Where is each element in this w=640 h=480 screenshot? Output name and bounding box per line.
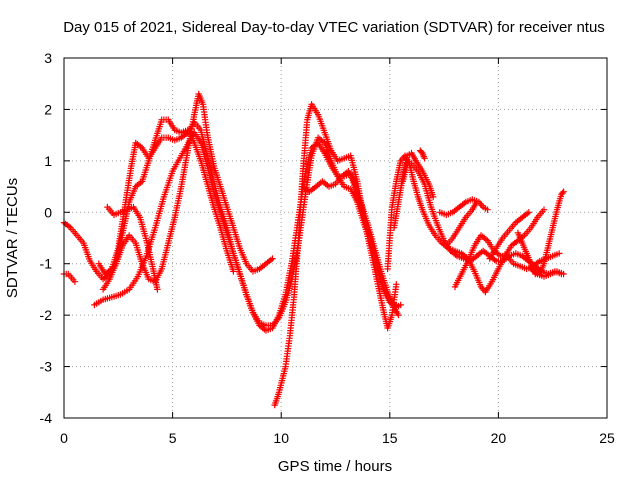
y-tick-label: 0 xyxy=(44,204,52,220)
x-tick-label: 15 xyxy=(382,430,398,446)
data-track xyxy=(299,167,402,319)
y-tick-label: -3 xyxy=(40,359,53,375)
data-point-markers xyxy=(486,209,532,262)
data-point-markers xyxy=(384,152,548,296)
data-point-markers xyxy=(271,101,400,409)
x-tick-label: 25 xyxy=(599,430,615,446)
x-tick-label: 20 xyxy=(491,430,507,446)
y-axis: -4 -3 -2 -1 0 1 2 3 xyxy=(40,50,607,426)
data-point-markers xyxy=(436,196,491,219)
data-point-markers xyxy=(443,198,480,249)
x-axis-label: GPS time / hours xyxy=(278,458,392,475)
y-tick-label: -4 xyxy=(40,410,53,426)
plot-frame xyxy=(63,57,608,419)
y-tick-label: -1 xyxy=(40,256,53,272)
data-markers xyxy=(60,90,567,409)
data-track xyxy=(390,149,437,231)
data-point-markers xyxy=(299,167,402,319)
data-point-markers xyxy=(399,160,565,278)
data-point-markers xyxy=(417,147,428,162)
y-tick-label: -2 xyxy=(40,307,53,323)
data-point-markers xyxy=(99,116,237,293)
data-track xyxy=(399,160,565,278)
data-track xyxy=(443,198,480,249)
y-tick-label: 1 xyxy=(44,153,52,169)
data-track xyxy=(486,209,532,262)
data-track xyxy=(271,101,400,409)
data-track xyxy=(384,152,548,296)
data-point-markers xyxy=(390,149,437,231)
x-tick-label: 0 xyxy=(60,430,68,446)
data-track xyxy=(436,196,491,219)
y-tick-label: 2 xyxy=(44,101,52,117)
data-point-markers xyxy=(527,265,567,280)
y-tick-label: 3 xyxy=(44,50,52,66)
data-track xyxy=(417,147,428,162)
data-point-markers xyxy=(104,203,161,293)
x-tick-label: 5 xyxy=(169,430,177,446)
y-axis-label: SDTVAR / TECUs xyxy=(4,178,21,298)
x-axis: 0 5 10 15 20 25 xyxy=(60,58,615,446)
data-track xyxy=(99,116,237,293)
x-tick-label: 10 xyxy=(273,430,289,446)
chart-title: Day 015 of 2021, Sidereal Day-to-day VTE… xyxy=(63,19,605,36)
data-track xyxy=(527,265,567,280)
data-point-markers xyxy=(60,270,79,285)
data-track xyxy=(60,270,79,285)
data-track xyxy=(104,203,161,293)
